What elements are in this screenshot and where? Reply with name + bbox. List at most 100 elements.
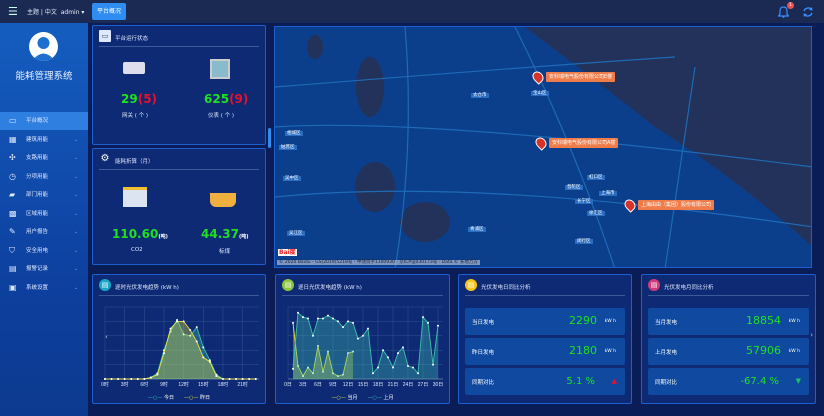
map-marker[interactable]: 安科瑞电气股份有限公司E楼 [530,69,616,85]
sidebar-item-2[interactable]: ✣ 支路用能 ⌄ [0,149,88,167]
data-point[interactable] [417,372,419,375]
data-point[interactable] [322,370,324,373]
data-point[interactable] [382,349,384,352]
data-point[interactable] [149,376,152,379]
sidebar-item-5[interactable]: ▩ 区域用能 ⌄ [0,205,88,223]
data-point[interactable] [123,378,126,380]
data-point[interactable] [327,350,329,353]
refresh-icon[interactable] [802,6,814,18]
data-point[interactable] [352,321,354,324]
prev-arrow[interactable]: ‹ [105,333,108,341]
data-point[interactable] [347,320,349,323]
data-point[interactable] [307,317,309,320]
data-point[interactable] [432,363,434,366]
data-point[interactable] [312,334,314,337]
data-point[interactable] [392,366,394,369]
sidebar-item-0[interactable]: ▭ 平台概况 [0,112,88,130]
legend-item[interactable]: —○— 当月 [332,395,358,401]
data-point[interactable] [215,375,218,378]
data-point[interactable] [412,366,414,369]
data-point[interactable] [162,352,165,355]
data-point[interactable] [130,378,133,380]
data-point[interactable] [136,378,139,380]
data-point[interactable] [169,327,172,330]
data-point[interactable] [221,378,224,380]
data-point[interactable] [387,356,389,359]
data-point[interactable] [176,318,179,321]
next-arrow[interactable]: › [810,331,813,339]
data-point[interactable] [195,340,198,343]
tab-platform-overview[interactable]: 平台概况 [92,3,126,20]
menu-icon[interactable]: ☰ [8,5,18,18]
data-point[interactable] [427,321,429,324]
sidebar-item-7[interactable]: ⛉ 安全用电 ⌄ [0,242,88,260]
data-point[interactable] [322,317,324,320]
data-point[interactable] [189,334,192,337]
data-point[interactable] [208,360,211,363]
data-point[interactable] [228,378,231,380]
data-point[interactable] [337,375,339,378]
data-point[interactable] [117,378,120,380]
collapse-handle[interactable] [268,128,271,148]
data-point[interactable] [104,378,106,380]
map-marker[interactable]: 安科瑞电气股份有限公司A楼 [533,135,619,151]
user-menu[interactable]: admin [60,9,80,16]
data-point[interactable] [407,365,409,368]
data-point[interactable] [422,316,424,319]
legend-item[interactable]: —○— 今日 [148,395,174,401]
data-point[interactable] [352,350,354,353]
data-point[interactable] [297,311,299,314]
theme-link[interactable]: 主题 [27,9,40,16]
data-point[interactable] [437,324,439,327]
sidebar-item-1[interactable]: ▦ 建筑用能 ⌄ [0,131,88,149]
sidebar-item-4[interactable]: ▰ 部门用能 ⌄ [0,186,88,204]
map-marker[interactable]: 上海由由（集团）股份有限公司 [622,197,715,213]
language-link[interactable]: 中文 [44,9,57,16]
data-point[interactable] [367,327,369,330]
sidebar-item-6[interactable]: ✎ 用户报告 ⌄ [0,223,88,241]
data-point[interactable] [156,373,159,376]
data-point[interactable] [342,326,344,329]
data-point[interactable] [332,317,334,320]
data-point[interactable] [357,337,359,340]
data-point[interactable] [402,346,404,349]
data-point[interactable] [312,372,314,375]
sidebar-item-9[interactable]: ▣ 系统设置 ⌄ [0,279,88,297]
data-point[interactable] [302,375,304,378]
data-point[interactable] [337,320,339,323]
data-point[interactable] [110,378,113,380]
data-point[interactable] [202,346,205,349]
data-point[interactable] [302,316,304,319]
map[interactable]: 太仓市 相城区 姑苏区 吴中区 吴江区 青浦区 宝山区 虹口区 普陀区 长宁区 徐汇区 闵行区 上海市 … [274,26,812,268]
data-point[interactable] [307,366,309,369]
data-point[interactable] [182,320,185,323]
data-point[interactable] [292,321,294,324]
data-point[interactable] [372,372,374,375]
data-point[interactable] [241,378,244,380]
data-point[interactable] [342,373,344,376]
data-point[interactable] [332,372,334,375]
data-point[interactable] [297,365,299,368]
data-point[interactable] [176,320,179,323]
data-point[interactable] [362,334,364,337]
data-point[interactable] [292,367,294,370]
legend-item[interactable]: —○— 昨日 [184,395,210,401]
data-point[interactable] [235,378,238,380]
data-point[interactable] [254,378,257,380]
data-point[interactable] [377,366,379,369]
data-point[interactable] [248,378,251,380]
data-point[interactable] [202,356,205,359]
sidebar-item-8[interactable]: ▤ 报警记录 ⌄ [0,260,88,278]
data-point[interactable] [327,314,329,317]
data-point[interactable] [189,329,192,332]
data-point[interactable] [195,326,198,329]
sidebar-item-3[interactable]: ◷ 分项用能 ⌄ [0,168,88,186]
data-point[interactable] [347,352,349,355]
data-point[interactable] [397,352,399,355]
data-point[interactable] [317,317,319,320]
data-point[interactable] [143,378,146,380]
data-point[interactable] [208,359,211,362]
legend-item[interactable]: —○— 上月 [368,395,394,401]
data-point[interactable] [317,344,319,347]
bell-icon[interactable] [778,6,789,18]
